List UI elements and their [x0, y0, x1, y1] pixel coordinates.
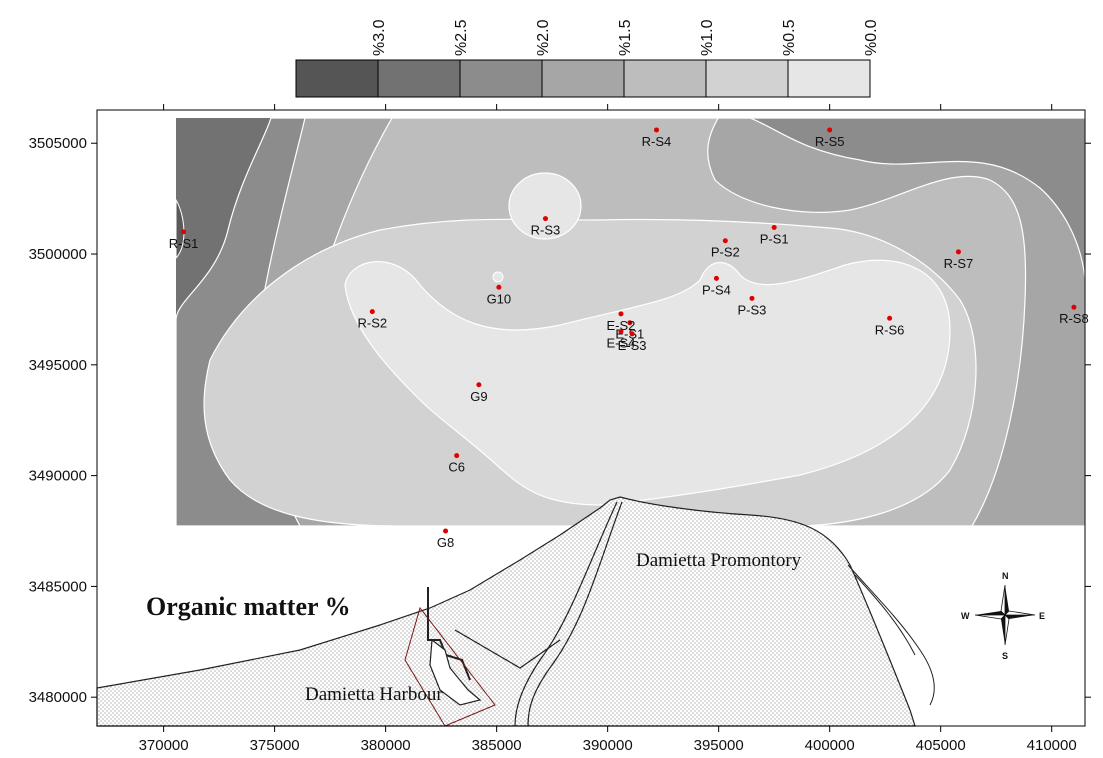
x-tick-label: 410000	[1027, 737, 1077, 754]
harbour-boundary	[404, 606, 496, 727]
legend-swatch	[459, 59, 543, 98]
station-marker	[454, 453, 460, 459]
x-tick-label: 390000	[583, 737, 633, 754]
station-label: R-S8	[1059, 311, 1089, 326]
station-label: P-S2	[711, 245, 740, 260]
y-tick-label: 3490000	[29, 468, 87, 485]
x-tick-label: 375000	[250, 737, 300, 754]
contour-band-0.0	[344, 259, 951, 506]
contour-island-r-s3	[508, 172, 582, 240]
station-label: P-S4	[702, 282, 731, 297]
legend-label: %1.5	[617, 19, 634, 56]
legend-swatch	[623, 59, 707, 98]
station-label: E-S2	[607, 318, 636, 333]
station-marker	[618, 311, 624, 317]
station-marker	[181, 229, 187, 235]
legend-swatch	[295, 59, 379, 98]
x-tick-label: 405000	[916, 737, 966, 754]
compass-rose-icon: N S E W	[961, 571, 1045, 661]
legend-swatch	[377, 59, 461, 98]
station-marker	[629, 331, 635, 337]
legend-label: %0.5	[781, 19, 798, 56]
y-tick-label: 3500000	[29, 246, 87, 263]
station-label: C6	[448, 460, 465, 475]
station-label: P-S3	[738, 302, 767, 317]
legend-swatch	[705, 59, 789, 98]
compass-w: W	[961, 611, 970, 621]
eastern-lagoon-2	[854, 574, 916, 656]
station-marker	[618, 329, 624, 335]
x-tick-label: 395000	[694, 737, 744, 754]
x-tick-label: 385000	[472, 737, 522, 754]
y-axis: 3480000 3485000 3490000 3495000 3500000 35050…	[29, 135, 1091, 706]
harbour-road	[454, 629, 561, 669]
station-marker	[653, 127, 659, 133]
station-marker	[627, 320, 633, 326]
station-label: E-S4	[607, 336, 636, 351]
promontory-channel	[514, 501, 618, 727]
plot-frame	[96, 109, 1086, 727]
legend-swatch	[787, 59, 871, 98]
land-mass	[96, 496, 935, 727]
station-label: R-S5	[815, 134, 845, 149]
label-damietta-promontory: Damietta Promontory	[636, 550, 802, 571]
station-marker	[443, 528, 449, 534]
station-label: R-S1	[169, 236, 199, 251]
eastern-lagoon	[847, 564, 935, 706]
station-label: R-S2	[357, 316, 387, 331]
compass-s: S	[1002, 651, 1008, 661]
map-title: Organic matter %	[146, 592, 351, 621]
station-marker	[771, 224, 777, 230]
contour-spot-g10	[492, 271, 504, 283]
station-marker	[749, 295, 755, 301]
station-label: R-S7	[944, 256, 974, 271]
station-marker	[827, 127, 833, 133]
station-marker	[369, 309, 375, 315]
x-tick-label: 370000	[139, 737, 189, 754]
harbour-basin	[429, 638, 482, 706]
legend: %3.0 %2.5 %2.0 %1.5 %1.0 %0.5 %0.0	[295, 19, 880, 98]
station-label: R-S4	[642, 134, 672, 149]
legend-label: %2.5	[453, 19, 470, 56]
legend-label: %0.0	[863, 19, 880, 56]
x-axis: 370000 375000 380000 385000 390000 395000 4000…	[139, 104, 1077, 754]
station-label: E-S3	[618, 338, 647, 353]
compass-n: N	[1002, 571, 1009, 581]
y-tick-label: 3485000	[29, 578, 87, 595]
station-marker	[496, 284, 502, 290]
coastline	[96, 496, 916, 727]
station-layer: R-S1 R-S2 R-S3 R-S4 R-S5 R-S6 R-S7 R-S8 P-S1 P-S2…	[169, 127, 1089, 550]
station-label: R-S3	[531, 223, 561, 238]
y-tick-label: 3480000	[29, 689, 87, 706]
compass-e: E	[1039, 611, 1045, 621]
station-label: P-S1	[760, 231, 789, 246]
station-label: G10	[487, 291, 512, 306]
station-label: G8	[437, 535, 454, 550]
station-marker	[542, 216, 548, 222]
station-marker	[955, 249, 961, 255]
legend-label: %2.0	[535, 19, 552, 56]
label-damietta-harbour: Damietta Harbour	[305, 684, 443, 705]
station-marker	[713, 275, 719, 281]
promontory-channel-2	[527, 501, 623, 727]
station-label: R-S6	[875, 322, 905, 337]
legend-swatch	[541, 59, 625, 98]
y-tick-label: 3495000	[29, 357, 87, 374]
station-marker	[476, 382, 482, 388]
station-marker	[1071, 304, 1077, 310]
station-marker	[722, 238, 728, 244]
legend-label: %1.0	[699, 19, 716, 56]
station-label: G9	[470, 389, 487, 404]
legend-label: %3.0	[371, 19, 388, 56]
x-tick-label: 380000	[361, 737, 411, 754]
x-tick-label: 400000	[805, 737, 855, 754]
station-marker	[887, 315, 893, 321]
y-tick-label: 3505000	[29, 135, 87, 152]
